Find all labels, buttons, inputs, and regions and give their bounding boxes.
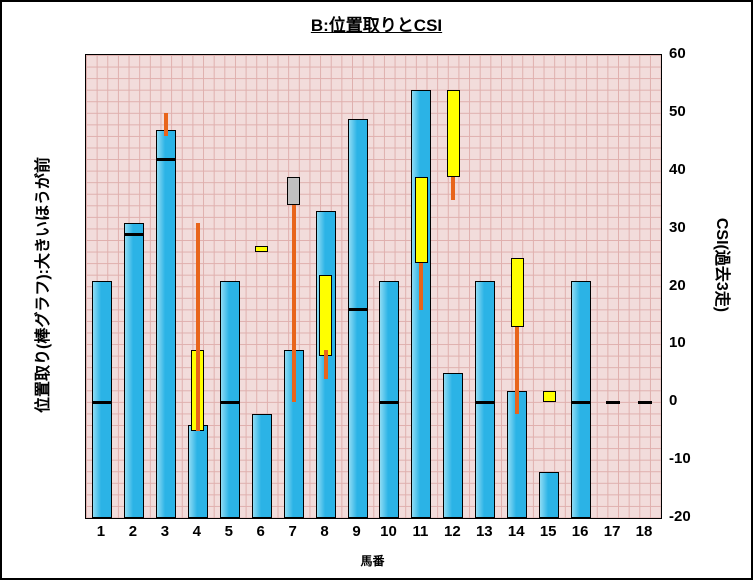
position-bar-horse-1 [91, 280, 112, 518]
x-axis-title: 馬番 [360, 554, 385, 568]
x-axis-tick-label: 15 [539, 523, 557, 540]
x-axis-tick-label: 7 [288, 523, 297, 540]
position-bar-horse-10 [379, 280, 400, 518]
bar-inner-tick-horse-3 [155, 157, 176, 161]
x-axis-tick-label: 6 [256, 523, 265, 540]
position-bar-horse-5 [219, 280, 240, 518]
zero-dash-horse-18 [638, 400, 653, 404]
csi-box-horse-11 [414, 176, 428, 264]
csi-whisker-horse-7 [291, 205, 296, 403]
x-axis-tick-label: 5 [224, 523, 233, 540]
bar-inner-tick-horse-5 [219, 400, 240, 404]
csi-whisker-horse-8 [323, 350, 328, 380]
x-axis-tick-label: 1 [96, 523, 106, 540]
csi-box-horse-7 [287, 176, 301, 206]
x-axis-tick-label: 12 [444, 523, 461, 540]
y-axis-tick-label: 20 [669, 276, 686, 294]
csi-whisker-horse-4 [195, 222, 200, 432]
x-axis-tick-label: 9 [352, 523, 361, 540]
csi-box-horse-12 [446, 89, 460, 177]
x-axis-tick-label: 16 [571, 523, 589, 540]
x-axis-tick-label: 11 [412, 523, 429, 540]
position-bar-horse-12 [443, 373, 464, 518]
y-axis-tick-label: 40 [669, 160, 686, 178]
csi-box-horse-15 [542, 390, 556, 403]
position-bar-horse-4 [187, 425, 208, 518]
y-axis-tick-label: 10 [669, 334, 686, 352]
zero-dash-horse-17 [606, 400, 621, 404]
y-axis-tick-label: -10 [669, 450, 691, 468]
y-axis-tick-label: 60 [669, 45, 686, 62]
x-axis-tick-label: 17 [603, 523, 621, 540]
x-axis-tick-label: 13 [475, 523, 493, 540]
x-axis-tick-label: 4 [192, 523, 201, 540]
bar-inner-tick-horse-16 [571, 400, 592, 404]
bar-inner-tick-horse-2 [123, 232, 144, 236]
y-axis-tick-label: -20 [669, 508, 691, 525]
csi-box-horse-14 [510, 257, 524, 327]
left-axis-title: 位置取り(棒グラフ):大きいほうが前 [35, 157, 52, 413]
chart-title: B:位置取りとCSI [310, 16, 443, 35]
position-bar-horse-3 [155, 130, 176, 518]
y-axis-tick-label: 30 [669, 218, 686, 236]
csi-whisker-horse-3 [163, 112, 168, 137]
csi-whisker-horse-14 [515, 327, 520, 414]
position-bar-horse-15 [539, 471, 560, 518]
x-axis-tick-label: 18 [635, 523, 653, 540]
position-bar-horse-16 [571, 280, 592, 518]
position-bar-horse-6 [251, 413, 272, 518]
csi-box-horse-6 [255, 245, 269, 252]
x-axis-tick-label: 8 [320, 523, 329, 540]
x-axis-tick-label: 3 [160, 523, 170, 540]
position-bar-horse-9 [347, 118, 368, 518]
bar-inner-tick-horse-9 [347, 308, 368, 312]
csi-whisker-horse-11 [419, 263, 424, 310]
position-bar-horse-2 [123, 222, 144, 518]
bar-inner-tick-horse-1 [91, 400, 112, 404]
plot-area [85, 54, 662, 519]
csi-box-horse-8 [319, 274, 333, 356]
x-axis-tick-label: 10 [380, 523, 397, 540]
bar-inner-tick-horse-13 [475, 400, 496, 404]
csi-whisker-horse-12 [451, 176, 456, 200]
position-bar-horse-13 [475, 280, 496, 518]
x-axis-tick-label: 14 [507, 523, 525, 540]
bar-inner-tick-horse-10 [379, 400, 400, 404]
y-axis-tick-label: 50 [669, 102, 686, 120]
y-axis-tick-label: 0 [669, 392, 678, 410]
x-axis-tick-label: 2 [128, 523, 138, 540]
